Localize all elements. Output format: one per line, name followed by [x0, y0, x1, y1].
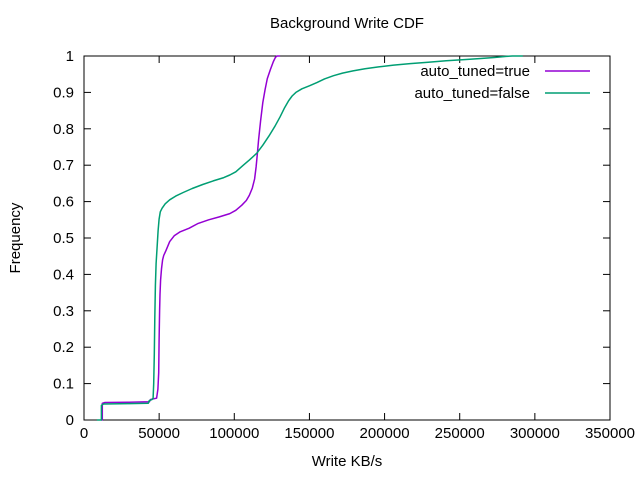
- y-tick-label: 0.4: [53, 266, 74, 283]
- y-tick-label: 0.1: [53, 376, 74, 393]
- series-line-auto-tuned-false: [96, 55, 523, 421]
- y-tick-label: 0.3: [53, 303, 74, 320]
- y-tick-label: 1: [66, 48, 74, 65]
- y-tick-label: 0: [66, 412, 74, 429]
- x-tick-label: 250000: [435, 425, 485, 442]
- x-axis-label: Write KB/s: [311, 453, 383, 470]
- x-tick-label: 350000: [585, 425, 635, 442]
- chart-title: Background Write CDF: [270, 15, 424, 32]
- legend-label-auto-tuned-false: auto_tuned=false: [414, 85, 530, 102]
- x-tick-label: 100000: [209, 425, 259, 442]
- y-tick-label: 0.5: [53, 230, 74, 247]
- x-tick-label: 50000: [138, 425, 180, 442]
- series-line-auto-tuned-true: [101, 55, 281, 421]
- x-tick-label: 200000: [360, 425, 410, 442]
- plot-border: [83, 55, 611, 421]
- y-tick-label: 0.6: [53, 194, 74, 211]
- x-tick-label: 300000: [510, 425, 560, 442]
- y-tick-label: 0.7: [53, 157, 74, 174]
- x-tick-label: 150000: [284, 425, 334, 442]
- y-tick-label: 0.2: [53, 339, 74, 356]
- y-tick-label: 0.8: [53, 121, 74, 138]
- x-tick-label: 0: [80, 425, 88, 442]
- legend-label-auto-tuned-true: auto_tuned=true: [420, 63, 530, 80]
- y-tick-label: 0.9: [53, 84, 74, 101]
